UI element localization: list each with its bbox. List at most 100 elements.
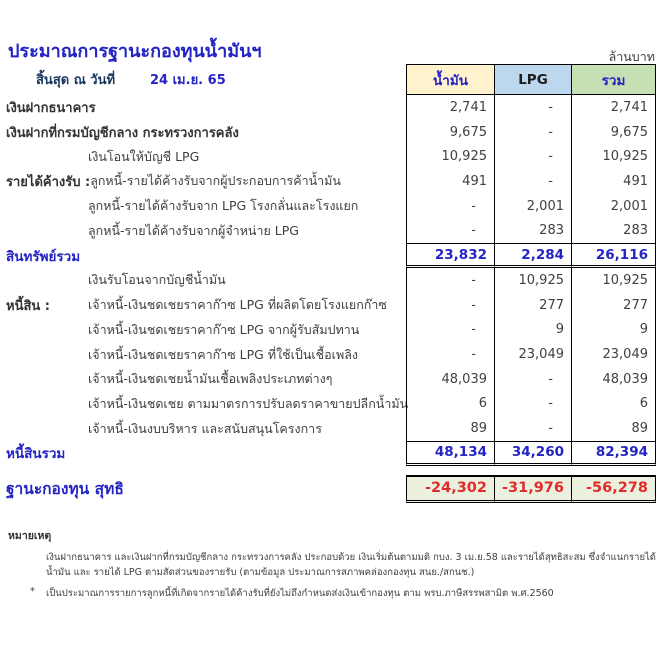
value-cell-lpg: 9 bbox=[494, 317, 571, 343]
value-cell-total: 82,394 bbox=[571, 440, 656, 466]
value-cell-oil: 6 bbox=[406, 391, 494, 417]
value-cell-lpg: - bbox=[494, 169, 571, 194]
note-text: เป็นประมาณการรายการลูกหนี้ที่เกิดจากรายไ… bbox=[46, 588, 554, 600]
value-cell-total: -56,278 bbox=[571, 474, 656, 503]
value-cell-lpg: 10,925 bbox=[494, 268, 571, 293]
value-cell-lpg: 23,049 bbox=[494, 342, 571, 367]
as-of-label: สิ้นสุด ณ วันที่ bbox=[36, 73, 116, 88]
value-cell-lpg: - bbox=[494, 391, 571, 417]
value-cell-lpg: - bbox=[494, 366, 571, 392]
value-cell-lpg: 34,260 bbox=[494, 440, 571, 466]
total-liabilities-row: หนี้สินรวม 48,134 34,260 82,394 bbox=[0, 440, 656, 466]
value-cell-oil: 48,134 bbox=[406, 440, 494, 466]
table-row: เงินฝากธนาคาร 2,741 - 2,741 bbox=[0, 95, 656, 120]
value-cell-lpg: 277 bbox=[494, 292, 571, 318]
value-cell-total: 10,925 bbox=[571, 268, 656, 293]
value-cell-total: 2,001 bbox=[571, 193, 656, 219]
row-sublabel: เจ้าหนี้-เงินชดเชยราคาก๊าซ LPG จากผู้รับ… bbox=[88, 321, 360, 337]
value-cell-total: 10,925 bbox=[571, 144, 656, 170]
value-cell-oil: 48,039 bbox=[406, 366, 494, 392]
value-cell-oil: 23,832 bbox=[406, 243, 494, 269]
row-sublabel: ลูกหนี้-รายได้ค้างรับจาก LPG โรงกลั่นและ… bbox=[88, 198, 359, 214]
value-cell-total: 6 bbox=[571, 391, 656, 417]
table-row: ลูกหนี้-รายได้ค้างรับจาก LPG โรงกลั่นและ… bbox=[0, 193, 656, 219]
column-header-oil: น้ำมัน bbox=[406, 64, 494, 95]
value-cell-lpg: 2,001 bbox=[494, 193, 571, 219]
value-cell-oil: 491 bbox=[406, 169, 494, 194]
value-cell-oil: 9,675 bbox=[406, 119, 494, 145]
note-item: * เป็นประมาณการรายการลูกหนี้ที่เกิดจากรา… bbox=[8, 586, 658, 601]
row-sublabel: เจ้าหนี้-เงินชดเชยน้ำมันเชื้อเพลิงประเภท… bbox=[88, 371, 333, 387]
page-title: ประมาณการฐานะกองทุนน้ำมันฯ bbox=[8, 41, 262, 62]
table-row: เจ้าหนี้-เงินชดเชยราคาก๊าซ LPG จากผู้รับ… bbox=[0, 317, 656, 343]
row-sublabel: เงินโอนให้บัญชี LPG bbox=[88, 148, 200, 164]
table-header-row: สิ้นสุด ณ วันที่ 24 เม.ย. 65 น้ำมัน LPG … bbox=[0, 64, 656, 95]
value-cell-lpg: 2,284 bbox=[494, 243, 571, 269]
total-assets-row: สินทรัพย์รวม 23,832 2,284 26,116 bbox=[0, 243, 656, 269]
value-cell-oil: -24,302 bbox=[406, 474, 494, 503]
row-label: เงินฝากที่กรมบัญชีกลาง กระทรวงการคลัง bbox=[6, 125, 239, 141]
table-row: เงินรับโอนจากบัญชีน้ำมัน - 10,925 10,925 bbox=[0, 268, 656, 293]
value-cell-total: 48,039 bbox=[571, 366, 656, 392]
value-cell-total: 89 bbox=[571, 416, 656, 441]
value-cell-lpg: 283 bbox=[494, 218, 571, 244]
net-position-row: ฐานะกองทุน สุทธิ -24,302 -31,976 -56,278 bbox=[0, 474, 656, 503]
table-row: เจ้าหนี้-เงินชดเชย ตามมาตรการปรับลดราคาข… bbox=[0, 391, 656, 417]
unit-label: ล้านบาท bbox=[608, 49, 655, 64]
column-header-total: รวม bbox=[571, 64, 656, 95]
table-row: เจ้าหนี้-เงินงบบริหาร และสนับสนุนโครงการ… bbox=[0, 416, 656, 441]
row-label: ฐานะกองทุน สุทธิ bbox=[6, 480, 124, 499]
value-cell-total: 9 bbox=[571, 317, 656, 343]
value-cell-oil: - bbox=[406, 218, 494, 244]
value-cell-lpg: - bbox=[494, 95, 571, 120]
value-cell-total: 23,049 bbox=[571, 342, 656, 367]
table-row: เงินโอนให้บัญชี LPG 10,925 - 10,925 bbox=[0, 144, 656, 170]
footnotes: หมายเหตุ เงินฝากธนาคาร และเงินฝากที่กรมบ… bbox=[8, 527, 658, 602]
spacer-row bbox=[0, 466, 656, 475]
row-label: เงินฝากธนาคาร bbox=[6, 100, 96, 116]
value-cell-oil: - bbox=[406, 193, 494, 219]
row-label: หนี้สิน : bbox=[6, 298, 51, 314]
value-cell-total: 2,741 bbox=[571, 95, 656, 120]
value-cell-total: 283 bbox=[571, 218, 656, 244]
row-label: รายได้ค้างรับ : bbox=[6, 174, 91, 190]
row-sublabel: เจ้าหนี้-เงินชดเชย ตามมาตรการปรับลดราคาข… bbox=[88, 395, 409, 411]
table-row: รายได้ค้างรับ : ลูกหนี้-รายได้ค้างรับจากผ… bbox=[0, 169, 656, 194]
table-row: เจ้าหนี้-เงินชดเชยน้ำมันเชื้อเพลิงประเภท… bbox=[0, 366, 656, 392]
value-cell-total: 26,116 bbox=[571, 243, 656, 269]
value-cell-oil: 2,741 bbox=[406, 95, 494, 120]
column-header-lpg: LPG bbox=[494, 64, 571, 95]
fund-status-table: สิ้นสุด ณ วันที่ 24 เม.ย. 65 น้ำมัน LPG … bbox=[0, 64, 656, 503]
note-text: เงินฝากธนาคาร และเงินฝากที่กรมบัญชีกลาง … bbox=[46, 552, 656, 579]
value-cell-oil: 10,925 bbox=[406, 144, 494, 170]
notes-heading: หมายเหตุ bbox=[8, 530, 52, 542]
table-row: เงินฝากที่กรมบัญชีกลาง กระทรวงการคลัง 9,… bbox=[0, 119, 656, 145]
row-sublabel: ลูกหนี้-รายได้ค้างรับจากผู้ประกอบการค้าน… bbox=[90, 173, 341, 189]
row-sublabel: เจ้าหนี้-เงินชดเชยราคาก๊าซ LPG ที่ใช้เป็… bbox=[88, 346, 358, 362]
note-marker: * bbox=[30, 586, 35, 598]
value-cell-total: 9,675 bbox=[571, 119, 656, 145]
value-cell-lpg: - bbox=[494, 416, 571, 441]
value-cell-lpg: - bbox=[494, 119, 571, 145]
as-of-line: สิ้นสุด ณ วันที่ 24 เม.ย. 65 bbox=[0, 64, 406, 95]
row-sublabel: เจ้าหนี้-เงินงบบริหาร และสนับสนุนโครงการ bbox=[88, 420, 322, 436]
table-row: หนี้สิน : เจ้าหนี้-เงินชดเชยราคาก๊าซ LPG … bbox=[0, 292, 656, 318]
table-row: เจ้าหนี้-เงินชดเชยราคาก๊าซ LPG ที่ใช้เป็… bbox=[0, 342, 656, 367]
as-of-date: 24 เม.ย. 65 bbox=[150, 73, 226, 88]
value-cell-lpg: -31,976 bbox=[494, 474, 571, 503]
table-row: ลูกหนี้-รายได้ค้างรับจากผู้จำหน่าย LPG -… bbox=[0, 218, 656, 244]
value-cell-oil: - bbox=[406, 342, 494, 367]
value-cell-oil: - bbox=[406, 268, 494, 293]
value-cell-total: 491 bbox=[571, 169, 656, 194]
value-cell-oil: - bbox=[406, 317, 494, 343]
value-cell-oil: 89 bbox=[406, 416, 494, 441]
value-cell-total: 277 bbox=[571, 292, 656, 318]
value-cell-lpg: - bbox=[494, 144, 571, 170]
row-label: สินทรัพย์รวม bbox=[6, 248, 81, 265]
row-sublabel: ลูกหนี้-รายได้ค้างรับจากผู้จำหน่าย LPG bbox=[88, 222, 299, 238]
row-sublabel: เจ้าหนี้-เงินชดเชยราคาก๊าซ LPG ที่ผลิตโด… bbox=[88, 297, 387, 313]
note-marker bbox=[30, 550, 46, 580]
row-sublabel: เงินรับโอนจากบัญชีน้ำมัน bbox=[88, 272, 226, 288]
note-item: เงินฝากธนาคาร และเงินฝากที่กรมบัญชีกลาง … bbox=[8, 550, 658, 580]
